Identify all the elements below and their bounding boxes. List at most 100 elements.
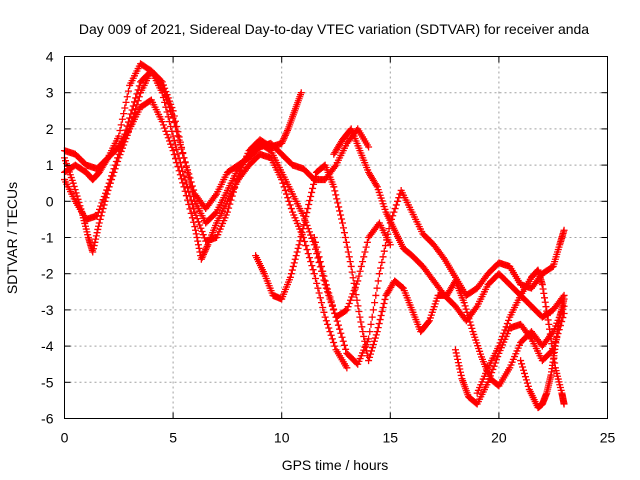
data-point [175,167,183,175]
data-point [356,267,364,275]
data-point [194,241,202,249]
data-point [187,196,195,204]
data-point [453,352,461,360]
data-point [169,147,177,155]
chart-title: Day 009 of 2021, Sidereal Day-to-day VTE… [79,21,589,37]
data-point [279,136,287,144]
data-point [334,321,342,329]
data-point [163,108,171,116]
data-point [192,226,200,234]
data-point [520,366,528,374]
data-point [283,127,291,135]
data-point [340,341,348,349]
data-point [184,168,192,176]
data-point [294,244,302,252]
data-point [366,353,374,361]
data-point [72,189,80,197]
data-point [319,303,327,311]
data-point [227,196,235,204]
data-point [170,118,178,126]
data-point [170,151,178,159]
data-point [201,247,209,255]
data-point [360,253,368,261]
data-point [94,209,102,217]
data-point [326,328,334,336]
data-point [560,295,568,303]
data-point [376,316,384,324]
data-point [327,297,335,305]
data-point [233,176,241,184]
data-point [90,242,98,250]
series-s10 [517,295,568,412]
data-point [199,231,207,239]
data-point [192,211,200,219]
y-tick-label: 1 [46,157,54,173]
data-point [383,236,391,244]
data-point [302,213,310,221]
data-point [188,214,196,222]
data-point [314,284,322,292]
data-point [108,172,116,180]
data-point [174,150,182,158]
data-point [497,336,505,344]
data-point [130,98,138,106]
series-s8 [451,310,568,408]
data-point [187,183,195,191]
data-point [165,118,173,126]
data-point [542,303,550,311]
data-point [295,241,303,249]
data-point [303,221,311,229]
data-point [324,285,332,293]
data-point [301,238,309,246]
data-point [164,113,172,121]
data-point [200,250,208,258]
data-point [333,195,341,203]
data-point [326,293,334,301]
data-point [384,230,392,238]
data-point [202,246,210,254]
data-point [517,357,525,365]
data-point [342,238,350,246]
data-point [462,305,470,313]
data-point [316,258,324,266]
series-s4 [61,67,305,245]
data-point [499,332,507,340]
data-point [357,262,365,270]
data-point [337,211,345,219]
data-points [61,60,568,412]
data-point [286,273,294,281]
data-point [331,342,339,350]
data-point [287,270,295,278]
data-point [371,334,379,342]
data-point [91,238,99,246]
data-point [460,299,468,307]
data-point [370,337,378,345]
y-tick-label: 3 [46,85,54,101]
y-tick-label: -4 [41,338,54,354]
data-point [126,114,134,122]
data-point [350,287,358,295]
data-point [353,296,361,304]
data-point [386,241,394,249]
data-point [424,318,432,326]
data-point [172,141,180,149]
data-point [167,107,175,115]
data-point [362,243,370,251]
data-point [378,258,386,266]
data-point [327,331,335,339]
data-point [374,324,382,332]
data-point [288,266,296,274]
data-point [541,294,549,302]
data-point [308,262,316,270]
data-point [184,184,192,192]
data-point [223,208,231,216]
data-point [484,378,492,386]
data-point [69,179,77,187]
data-point [354,277,362,285]
data-point [489,365,497,373]
data-point [543,312,551,320]
data-point [321,313,329,321]
data-point [314,248,322,256]
data-point [109,168,117,176]
data-point [103,186,111,194]
